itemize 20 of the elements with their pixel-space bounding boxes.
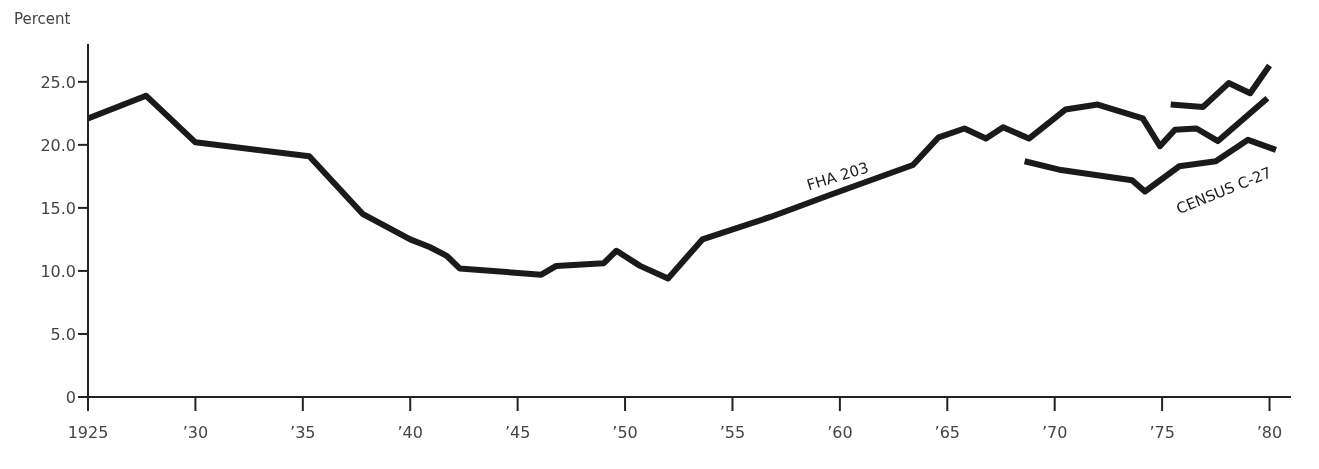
x-tick-label: ’30 xyxy=(182,423,209,443)
y-tick-label: 25.0 xyxy=(40,72,76,92)
x-tick-label: ’60 xyxy=(827,423,853,443)
x-tick-label: ’45 xyxy=(504,423,531,443)
x-tick-label: ’50 xyxy=(612,423,638,443)
x-tick-label: ’80 xyxy=(1256,423,1283,443)
x-tick-label: ’65 xyxy=(934,423,961,443)
y-tick-label: 10.0 xyxy=(40,261,76,281)
y-tick-label: 0 xyxy=(65,387,76,407)
y-axis-title: Percent xyxy=(14,10,71,28)
text: FHA 203 xyxy=(804,158,871,195)
y-tick-label: 5.0 xyxy=(50,324,76,344)
x-tick-label: ’55 xyxy=(719,423,746,443)
x-tick-label: ’35 xyxy=(290,423,316,443)
x-tick-label: 1925 xyxy=(67,423,109,443)
y-tick-label: 20.0 xyxy=(40,135,76,155)
x-tick-label: ’40 xyxy=(397,423,423,443)
x-tick-label: ’75 xyxy=(1149,423,1175,443)
x-tick-label: ’70 xyxy=(1041,423,1068,443)
y-tick-label: 15.0 xyxy=(40,198,76,218)
